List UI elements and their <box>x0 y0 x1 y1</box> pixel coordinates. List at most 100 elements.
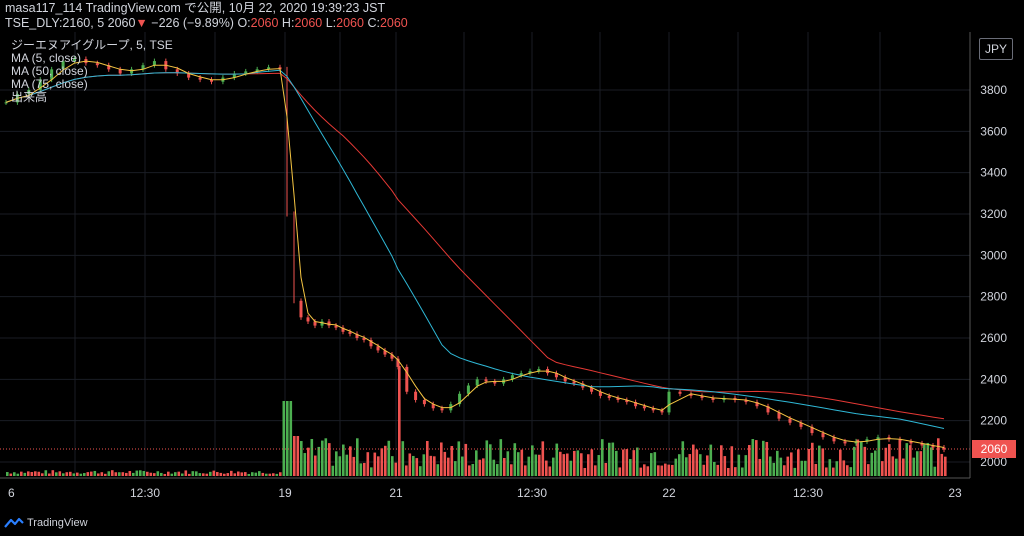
candle-body <box>50 69 54 80</box>
volume-bar <box>863 446 867 476</box>
y-tick-label: 3400 <box>980 166 1007 180</box>
x-tick-label: 12:30 <box>517 486 547 500</box>
y-tick-label: 3800 <box>980 83 1007 97</box>
volume-bar <box>674 458 678 476</box>
volume-bar <box>881 461 884 476</box>
volume-bar <box>51 470 55 476</box>
legend-symbol[interactable]: ジーエヌアイグループ, 5, TSE <box>11 38 173 52</box>
legend-ma50[interactable]: MA (50, close) <box>11 64 88 78</box>
candle-body <box>232 73 236 78</box>
volume-bar <box>590 449 594 476</box>
volume-bar <box>485 440 489 476</box>
volume-bar <box>916 451 919 476</box>
footer-brand[interactable]: TradingView <box>4 515 88 531</box>
volume-bar <box>888 444 891 476</box>
volume-bar <box>275 473 279 476</box>
volume-bar <box>566 453 569 476</box>
currency-button[interactable]: JPY <box>979 38 1013 60</box>
volume-bar <box>800 460 804 476</box>
candle-body <box>341 327 345 332</box>
candle-body <box>554 373 558 378</box>
volume-bar <box>797 449 800 476</box>
volume-bar <box>636 447 639 476</box>
time-axis[interactable]: 6 12:30 19 21 12:30 22 12:30 23 <box>8 486 962 500</box>
candle-body <box>876 437 880 440</box>
legend-ma75[interactable]: MA (75, close) <box>11 77 88 91</box>
candle-body <box>440 408 444 411</box>
candle-body <box>625 400 629 403</box>
volume-bar <box>517 452 520 476</box>
volume-bar <box>422 454 426 476</box>
volume-bar <box>559 451 562 476</box>
volume-bar <box>198 473 202 476</box>
volume-bar <box>667 464 671 476</box>
volume-bar <box>702 464 706 476</box>
candle-body <box>187 73 191 78</box>
volume-bar <box>832 467 835 476</box>
volume-bar <box>30 472 34 476</box>
volume-bar <box>209 471 212 476</box>
volume-bar <box>730 446 734 476</box>
volume-bar <box>307 447 310 476</box>
candle-body <box>572 381 576 384</box>
volume-bar <box>401 441 405 476</box>
volume-bar <box>135 470 139 476</box>
volume-bar <box>146 471 149 476</box>
volume-bar <box>408 453 412 476</box>
candle-body <box>537 369 541 372</box>
volume-bar <box>230 470 233 476</box>
volume-bar <box>944 456 947 476</box>
y-tick-label: 2200 <box>980 414 1007 428</box>
volume-bar <box>114 472 118 476</box>
volume-bar <box>762 440 765 476</box>
volume-bar <box>321 440 324 476</box>
volume-bar <box>443 451 447 476</box>
volume-bar <box>699 454 702 476</box>
volume-bar <box>555 443 559 476</box>
volume-bar <box>853 446 856 476</box>
candle-body <box>810 426 814 434</box>
last-price-tag: 2060 <box>972 440 1016 458</box>
volume-bar <box>163 473 167 476</box>
volume-bar <box>503 457 506 476</box>
volume-bar <box>447 457 450 476</box>
volume-bar <box>240 472 244 476</box>
volume-bar <box>615 450 618 476</box>
price-axis[interactable]: 3800 3600 3400 3200 3000 2800 2600 2400 2200 2000 <box>980 83 1007 469</box>
volume-bar <box>398 366 401 476</box>
volume-bar <box>23 472 27 476</box>
volume-bar <box>174 472 177 476</box>
y-tick-label: 3600 <box>980 124 1007 138</box>
candle-body <box>466 385 470 394</box>
volume-bars <box>6 366 947 476</box>
volume-bar <box>835 461 839 476</box>
volume-bar <box>65 472 69 476</box>
volume-bar <box>387 440 391 476</box>
volume-bar <box>790 452 793 476</box>
candle-body <box>267 67 271 70</box>
volume-bar <box>748 445 751 476</box>
volume-bar <box>538 454 541 476</box>
volume-bar <box>664 463 667 476</box>
volume-bar <box>69 471 72 476</box>
candle-body <box>799 422 803 427</box>
volume-bar <box>93 470 97 476</box>
volume-bar <box>884 447 888 476</box>
volume-bar <box>562 454 566 476</box>
volume-bar <box>874 450 877 476</box>
candle-body <box>355 333 359 338</box>
volume-bar <box>289 401 293 476</box>
volume-bar <box>426 440 429 476</box>
candle-body <box>689 393 693 396</box>
volume-bar <box>870 452 874 476</box>
x-tick-label: 12:30 <box>793 486 823 500</box>
y-tick-label: 3000 <box>980 248 1007 262</box>
legend-ma5[interactable]: MA (5, close) <box>11 51 82 65</box>
volume-bar <box>891 456 895 476</box>
volume-bar <box>527 456 531 476</box>
volume-bar <box>793 467 797 476</box>
volume-bar <box>475 450 478 476</box>
volume-bar <box>709 444 713 476</box>
legend-volume[interactable]: 出来高 <box>11 90 48 104</box>
